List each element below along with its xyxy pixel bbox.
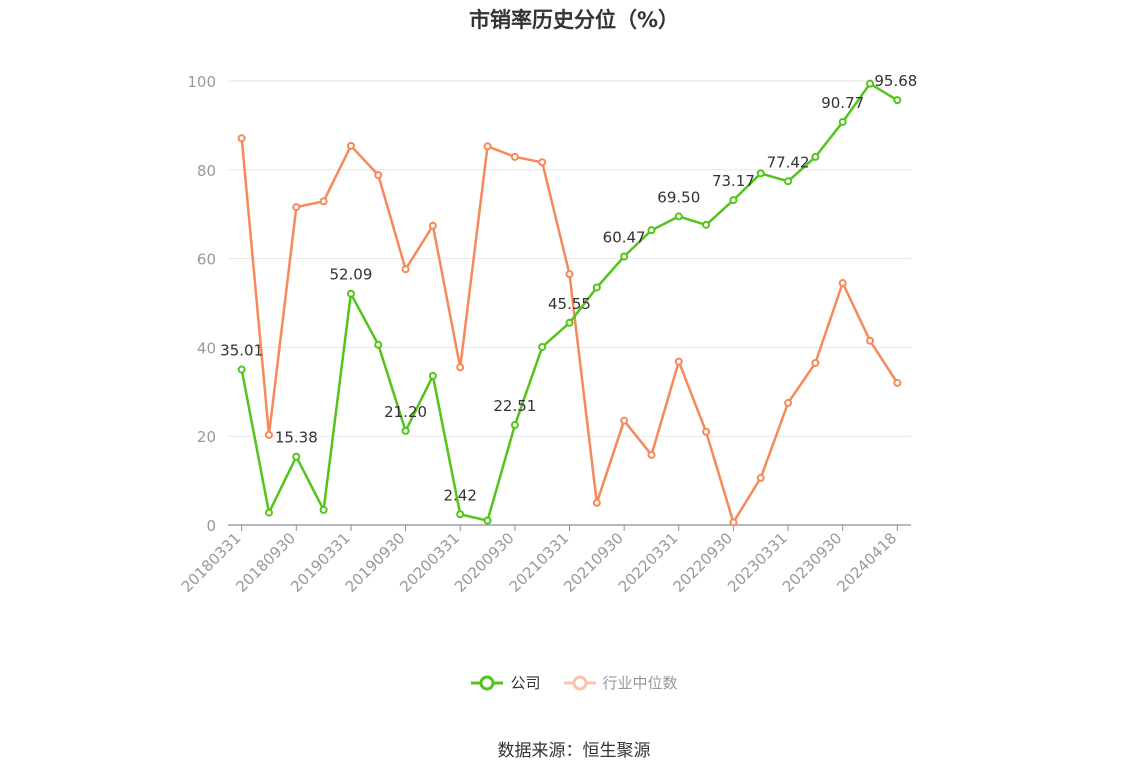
data-point: [264, 508, 273, 517]
data-point: [292, 452, 301, 461]
data-point: [237, 134, 246, 143]
series-lines: [237, 79, 902, 527]
data-point: [866, 336, 875, 345]
data-label: 90.77: [821, 94, 864, 112]
data-point: [510, 152, 519, 161]
line-chart: 0204060801002018033120180930201903312019…: [178, 72, 918, 596]
data-point: [428, 221, 437, 230]
data-label: 73.17: [712, 172, 755, 190]
y-tick-label: 40: [197, 339, 216, 357]
y-tick-label: 100: [187, 73, 216, 91]
data-point: [483, 142, 492, 151]
data-point: [538, 158, 547, 167]
data-point: [319, 197, 328, 206]
axes: 0204060801002018033120180930201903312019…: [178, 73, 911, 596]
data-point: [729, 196, 738, 205]
y-tick-label: 20: [197, 428, 216, 446]
data-point: [674, 212, 683, 221]
data-label: 52.09: [329, 266, 372, 284]
data-point: [237, 365, 246, 374]
data-label: 95.68: [874, 72, 917, 90]
data-point: [784, 398, 793, 407]
data-point: [538, 342, 547, 351]
data-point: [893, 96, 902, 105]
data-label: 45.55: [548, 295, 591, 313]
data-point: [264, 430, 273, 439]
data-label: 21.20: [384, 403, 427, 421]
data-point: [838, 117, 847, 126]
data-point: [784, 177, 793, 186]
legend-label-company: 公司: [510, 674, 541, 692]
data-point: [838, 279, 847, 288]
data-label: 69.50: [657, 188, 700, 206]
y-tick-label: 60: [197, 251, 216, 269]
series-line: [240, 138, 899, 524]
gridlines: [228, 80, 911, 437]
data-point: [483, 516, 492, 525]
data-point: [756, 473, 765, 482]
data-point: [620, 252, 629, 261]
data-label: 77.42: [767, 153, 810, 171]
data-point: [620, 416, 629, 425]
data-point: [401, 426, 410, 435]
data-point: [374, 171, 383, 180]
legend-label-industry-median: 行业中位数: [602, 674, 678, 692]
legend: 公司 行业中位数: [0, 672, 1148, 693]
data-point: [647, 226, 656, 235]
data-point: [565, 318, 574, 327]
data-point: [756, 169, 765, 178]
data-point: [374, 340, 383, 349]
data-point: [565, 270, 574, 279]
data-point: [729, 518, 738, 527]
data-label: 15.38: [275, 429, 318, 447]
data-point: [592, 498, 601, 507]
data-point: [647, 450, 656, 459]
data-point: [401, 265, 410, 274]
data-label: 2.42: [444, 486, 477, 504]
data-point: [510, 421, 519, 430]
data-point: [346, 289, 355, 298]
x-tick-label: 20240418: [833, 529, 900, 596]
y-tick-label: 0: [206, 517, 216, 535]
data-point: [292, 203, 301, 212]
y-tick-label: 80: [197, 162, 216, 180]
data-label: 35.01: [220, 342, 263, 360]
data-label: 22.51: [493, 397, 536, 415]
data-point: [456, 363, 465, 372]
legend-item-industry-median[interactable]: 行业中位数: [563, 672, 678, 693]
chart-title: 市销率历史分位（%）: [468, 8, 680, 32]
data-point: [428, 371, 437, 380]
data-point: [346, 141, 355, 150]
data-point: [893, 378, 902, 387]
data-point: [866, 79, 875, 88]
data-point: [702, 220, 711, 229]
legend-symbol-company-icon: [471, 675, 504, 690]
data-label: 60.47: [603, 229, 646, 247]
data-point: [702, 427, 711, 436]
data-point: [456, 510, 465, 519]
legend-item-company[interactable]: 公司: [470, 672, 541, 693]
data-point: [811, 152, 820, 161]
data-point: [811, 358, 820, 367]
data-labels: 35.01 15.38 52.09 21.20 2.42 22.51 45.55 60.47 6…: [220, 72, 917, 504]
legend-symbol-industry-icon: [563, 675, 596, 690]
data-point: [592, 283, 601, 292]
source-note: 数据来源：恒生聚源: [497, 741, 651, 761]
data-point: [319, 505, 328, 514]
data-point: [674, 357, 683, 366]
